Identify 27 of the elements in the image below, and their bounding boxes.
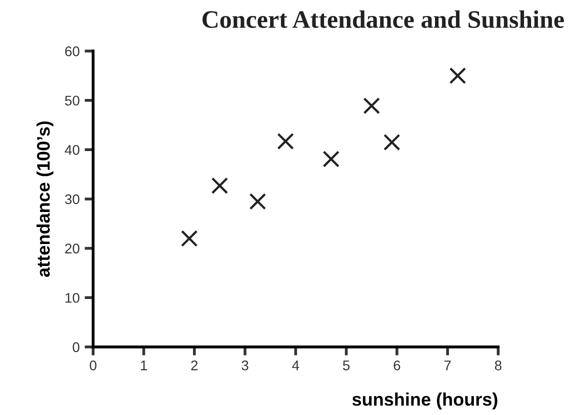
x-tick-label: 6 <box>394 360 400 370</box>
y-tick-label: 20 <box>65 244 80 254</box>
x-tick-label: 2 <box>191 360 198 370</box>
x-tick-label: 5 <box>342 360 350 370</box>
point <box>322 150 340 168</box>
point <box>449 67 466 84</box>
point <box>249 193 266 210</box>
point <box>363 97 380 114</box>
y-tick-label: 60 <box>65 46 80 56</box>
y-tick-label: 10 <box>66 292 80 303</box>
y-tick-label: 40 <box>64 145 80 155</box>
point <box>383 134 400 151</box>
x-tick-label: 7 <box>444 360 451 370</box>
y-tick-label: 50 <box>65 96 80 106</box>
y-tick-label: 0 <box>72 342 80 352</box>
chart-title: Concert Attendance and Sunshine <box>202 10 564 28</box>
point <box>180 230 198 247</box>
y-axis-title: attendance (100’s) <box>36 121 54 277</box>
x-tick-label: 3 <box>242 360 248 370</box>
x-tick-label: 0 <box>90 360 96 370</box>
y-tick-label: 30 <box>65 194 80 204</box>
point <box>211 177 228 194</box>
x-axis-title: sunshine (hours) <box>352 392 498 410</box>
point <box>277 132 294 150</box>
x-tick-label: 4 <box>292 360 300 370</box>
x-tick-label: 1 <box>140 360 147 370</box>
x-tick-label: 8 <box>494 360 502 370</box>
